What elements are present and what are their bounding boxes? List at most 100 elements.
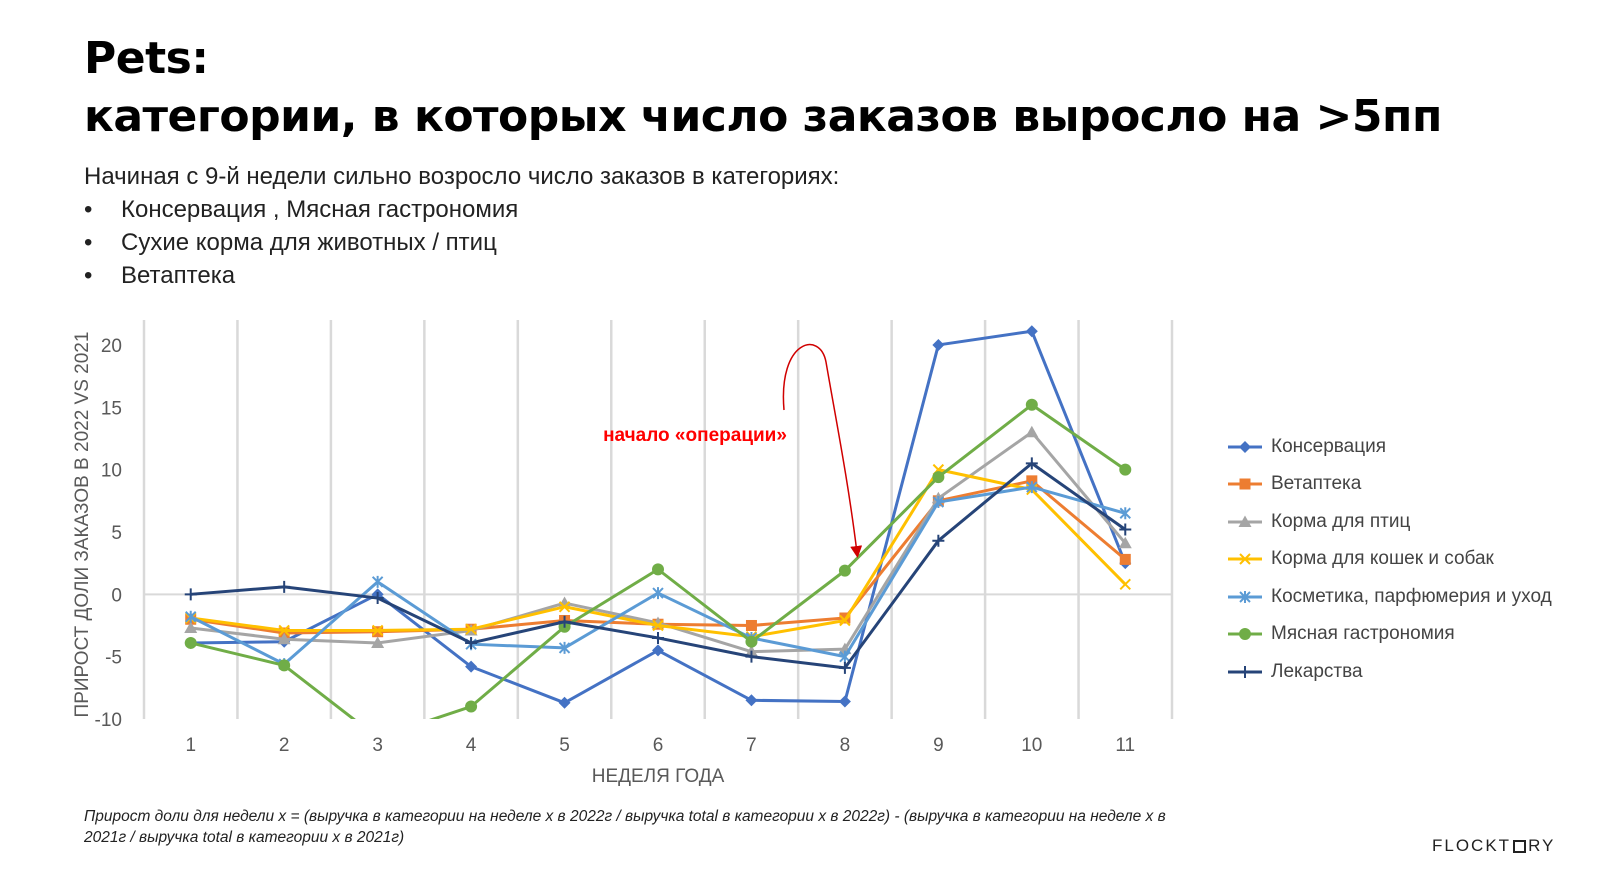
legend-label: Косметика, парфюмерия и уход [1271, 585, 1552, 607]
bullet-dot: • [84, 262, 93, 289]
data-point [652, 587, 664, 600]
legend-swatch-icon [1228, 478, 1262, 490]
data-point [1239, 590, 1251, 603]
x-tick-label: 3 [372, 735, 383, 756]
legend-item: Мясная гастрономия [1228, 616, 1552, 654]
legend-label: Мясная гастрономия [1271, 623, 1455, 645]
bullet-dot: • [84, 229, 93, 256]
x-tick-label: 2 [279, 735, 290, 756]
bullet-text: Консервация , Мясная гастрономия [121, 196, 519, 223]
x-tick-label: 8 [840, 735, 851, 756]
data-point [465, 700, 478, 713]
data-point [1025, 398, 1038, 411]
legend-item: Ветаптека [1228, 466, 1552, 504]
data-point [371, 636, 385, 648]
x-tick-label: 1 [185, 735, 196, 756]
data-point [278, 624, 290, 637]
data-point [932, 338, 945, 351]
data-point [184, 636, 197, 649]
data-point [558, 615, 571, 628]
data-point [745, 650, 758, 663]
y-tick-label: 5 [111, 523, 122, 544]
data-point [652, 619, 664, 632]
data-point [838, 564, 851, 577]
series-diamond [184, 325, 1132, 709]
legend-swatch-icon [1228, 553, 1262, 565]
data-point [558, 601, 571, 613]
x-tick-label: 10 [1021, 735, 1042, 756]
data-point [745, 619, 757, 631]
y-tick-label: 0 [111, 585, 122, 606]
data-point [1239, 478, 1251, 490]
x-tick-label: 4 [466, 735, 477, 756]
x-tick-label: 11 [1115, 735, 1135, 756]
annotation-arrow [782, 343, 863, 558]
data-point [1025, 325, 1038, 338]
data-point [1119, 553, 1131, 565]
data-point [1119, 578, 1131, 591]
data-point [465, 660, 478, 673]
data-point [1238, 515, 1252, 527]
series-plus [184, 457, 1132, 674]
y-tick-label: -10 [95, 710, 122, 731]
data-point [839, 650, 851, 663]
data-point [652, 644, 664, 657]
series-group [184, 325, 1132, 719]
data-point [1239, 440, 1251, 453]
flocktory-logo: FLOCKT RY [1432, 836, 1555, 856]
legend-swatch-icon [1228, 590, 1262, 603]
logo-text-1: FLOCKT [1432, 836, 1512, 855]
x-tick-label: 5 [559, 735, 570, 756]
slide-title: Pets: категории, в которых число заказов… [84, 30, 1442, 146]
data-point [558, 596, 572, 609]
annotation: начало «операции» [603, 343, 863, 558]
legend-label: Корма для птиц [1271, 510, 1411, 532]
data-point [652, 563, 664, 576]
data-point [371, 624, 384, 637]
axis-labels: -10 -5 0 5 10 15 20 1 2 3 4 5 6 7 8 9 10 11 НЕДЕЛЯ ГОДА ПРИ… [72, 332, 1135, 787]
data-point [558, 641, 571, 654]
data-point [1119, 523, 1132, 536]
data-point [1119, 507, 1131, 520]
bullet-item: • Ветаптека [84, 259, 839, 292]
data-point [371, 592, 384, 605]
x-tick-label: 9 [933, 735, 944, 756]
data-point [184, 588, 197, 601]
legend-swatch-icon [1228, 515, 1262, 527]
data-point [184, 621, 198, 633]
y-axis-title: ПРИРОСТ ДОЛИ ЗАКАЗОВ В 2022 VS 2021 [72, 332, 93, 718]
bullet-item: • Сухие корма для животных / птиц [84, 226, 839, 259]
intro-text: Начиная с 9-й недели сильно возросло чис… [84, 163, 840, 190]
data-point [932, 534, 945, 547]
data-point [1025, 425, 1039, 438]
data-point [465, 623, 477, 635]
data-point [839, 614, 851, 627]
data-point [932, 471, 945, 484]
series-triangle [184, 425, 1132, 657]
bullet-text: Сухие корма для животных / птиц [121, 229, 497, 256]
y-tick-label: 10 [101, 461, 122, 482]
logo-box-icon [1513, 839, 1527, 853]
logo-text-2: RY [1528, 836, 1556, 855]
data-point [838, 695, 851, 708]
legend-swatch-icon [1228, 440, 1262, 453]
footnote: Прирост доли для недели x = (выручка в к… [84, 808, 1166, 846]
data-point [185, 610, 197, 623]
data-point [1239, 553, 1251, 565]
data-point [932, 496, 945, 509]
data-point [558, 696, 571, 709]
data-point [278, 580, 291, 593]
data-point [745, 635, 758, 648]
bullet-item: • Консервация , Мясная гастрономия [84, 193, 839, 226]
y-tick-label: 20 [101, 336, 122, 357]
data-point [1025, 457, 1038, 470]
data-point [652, 631, 664, 644]
data-point [1026, 475, 1038, 487]
data-point [1026, 481, 1038, 494]
data-point [371, 575, 384, 588]
data-point [277, 632, 291, 645]
data-point [465, 636, 478, 649]
title-line-2: категории, в которых число заказов вырос… [84, 91, 1442, 142]
legend-label: Консервация [1271, 435, 1386, 457]
